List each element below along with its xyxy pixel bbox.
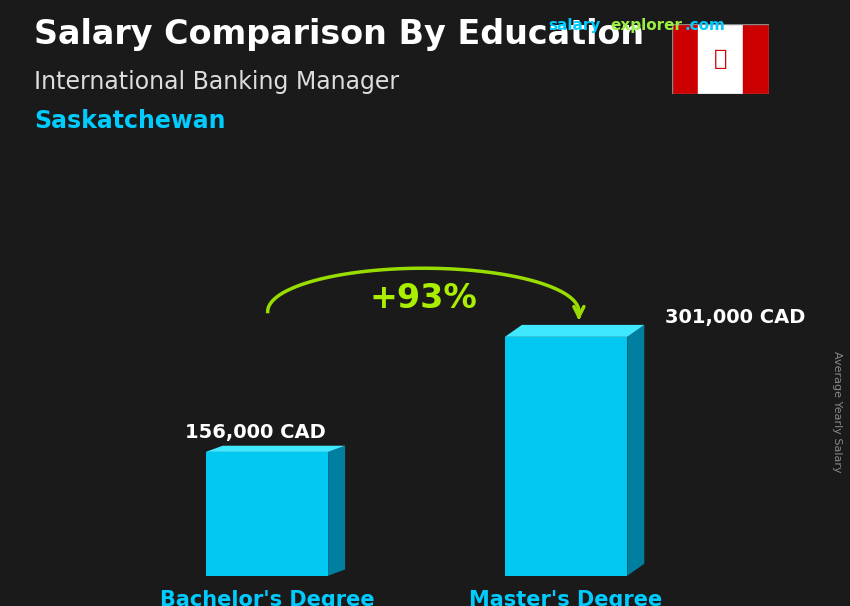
Polygon shape [627,325,644,576]
FancyBboxPatch shape [206,452,328,576]
Text: 156,000 CAD: 156,000 CAD [185,423,326,442]
Text: International Banking Manager: International Banking Manager [34,70,400,94]
Text: 301,000 CAD: 301,000 CAD [665,308,805,327]
Text: Average Yearly Salary: Average Yearly Salary [832,351,842,473]
FancyBboxPatch shape [505,337,627,576]
Text: salary: salary [548,18,601,33]
Text: +93%: +93% [370,282,477,315]
Text: explorer: explorer [610,18,683,33]
Bar [672,24,698,94]
Text: .com: .com [684,18,725,33]
Text: Saskatchewan: Saskatchewan [34,109,225,133]
Polygon shape [505,325,644,337]
Bar [743,24,769,94]
Polygon shape [206,445,345,452]
Bar [698,24,743,94]
Polygon shape [328,445,345,576]
Text: 🍁: 🍁 [714,49,727,69]
Text: Salary Comparison By Education: Salary Comparison By Education [34,18,644,51]
